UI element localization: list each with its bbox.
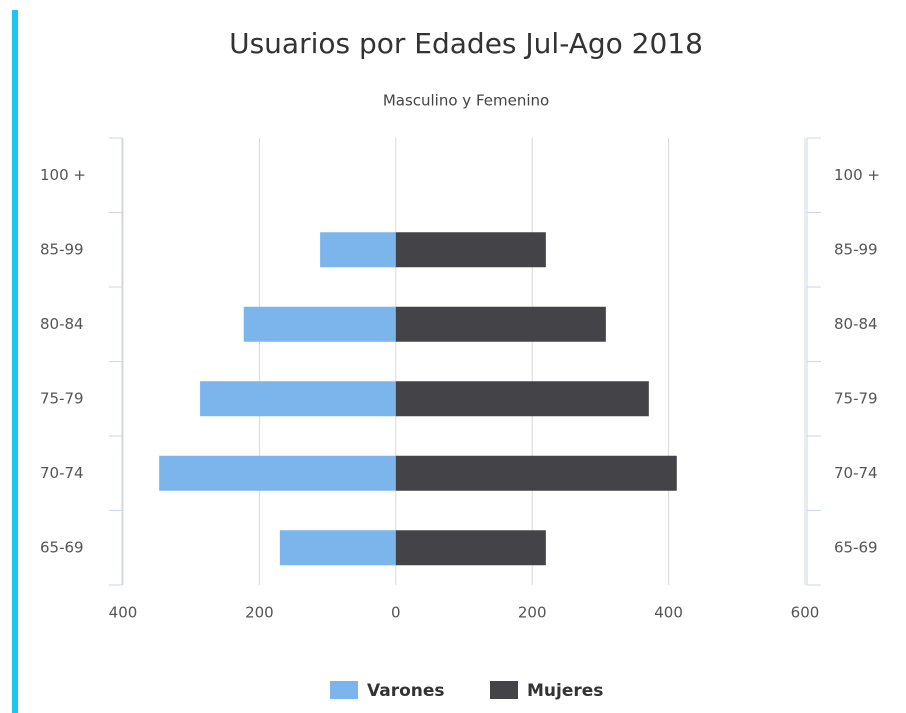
y2-tick-label: 100 + xyxy=(834,166,880,184)
x-tick-label: 200 xyxy=(518,604,547,622)
bar xyxy=(395,232,546,268)
legend-swatch xyxy=(490,681,518,699)
y-tick-label: 75-79 xyxy=(40,389,84,407)
bar xyxy=(395,381,649,417)
y-tick-label: 65-69 xyxy=(40,538,84,556)
x-tick-label: 600 xyxy=(791,604,820,622)
y2-tick-label: 65-69 xyxy=(834,538,878,556)
chart-title: Usuarios por Edades Jul-Ago 2018 xyxy=(229,27,703,60)
y-tick-label: 100 + xyxy=(40,166,86,184)
bar xyxy=(159,455,396,491)
legend-swatch xyxy=(330,681,358,699)
chart-subtitle: Masculino y Femenino xyxy=(383,92,549,110)
y2-tick-label: 85-99 xyxy=(834,240,878,258)
y2-tick-label: 75-79 xyxy=(834,389,878,407)
legend-label: Varones xyxy=(367,681,445,701)
x-tick-label: 0 xyxy=(391,604,401,622)
bar xyxy=(320,232,396,268)
x-tick-label: 400 xyxy=(654,604,683,622)
y2-tick-label: 80-84 xyxy=(834,315,878,333)
bar xyxy=(395,306,606,342)
bar xyxy=(395,530,546,566)
y-tick-label: 70-74 xyxy=(40,464,84,482)
accent-bar xyxy=(12,10,18,713)
bar xyxy=(279,530,396,566)
legend-label: Mujeres xyxy=(527,681,603,701)
bar xyxy=(243,306,396,342)
bar xyxy=(395,455,677,491)
y2-tick-label: 70-74 xyxy=(834,464,878,482)
y-tick-label: 80-84 xyxy=(40,315,84,333)
y-tick-label: 85-99 xyxy=(40,240,84,258)
x-tick-label: 400 xyxy=(109,604,138,622)
x-tick-label: 200 xyxy=(245,604,274,622)
bar xyxy=(200,381,396,417)
